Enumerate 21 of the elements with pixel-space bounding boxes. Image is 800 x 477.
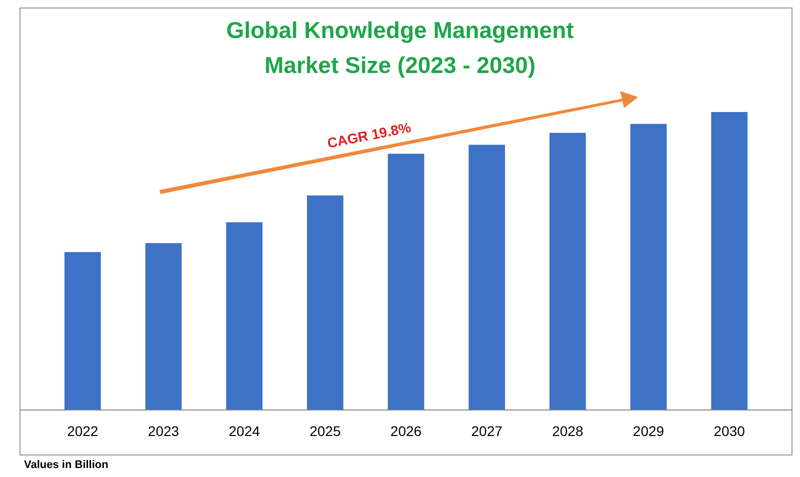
bar (388, 154, 424, 410)
bar (64, 252, 101, 410)
bar (711, 112, 748, 410)
x-tick-label: 2027 (471, 422, 503, 439)
bar (226, 222, 263, 410)
x-tick-label: 2029 (632, 422, 664, 439)
x-tick-label: 2023 (148, 422, 180, 439)
x-tick-label: 2028 (552, 422, 584, 439)
text: Values in Billion (24, 459, 109, 471)
bar (468, 144, 506, 410)
bar (145, 243, 182, 410)
x-tick-label: 2030 (714, 422, 746, 439)
x-tick-label: 2026 (390, 422, 422, 439)
x-tick-label: 2025 (310, 422, 341, 439)
bar (306, 195, 344, 410)
x-tick-label: 2022 (67, 422, 98, 439)
bar (549, 132, 586, 410)
chart-title: Global Knowledge Management Market Size (2023 - 2030) (226, 17, 574, 78)
x-tick-label: 2024 (228, 422, 260, 439)
annotation: CAGR 19.8% (326, 119, 413, 152)
bar (630, 124, 667, 410)
